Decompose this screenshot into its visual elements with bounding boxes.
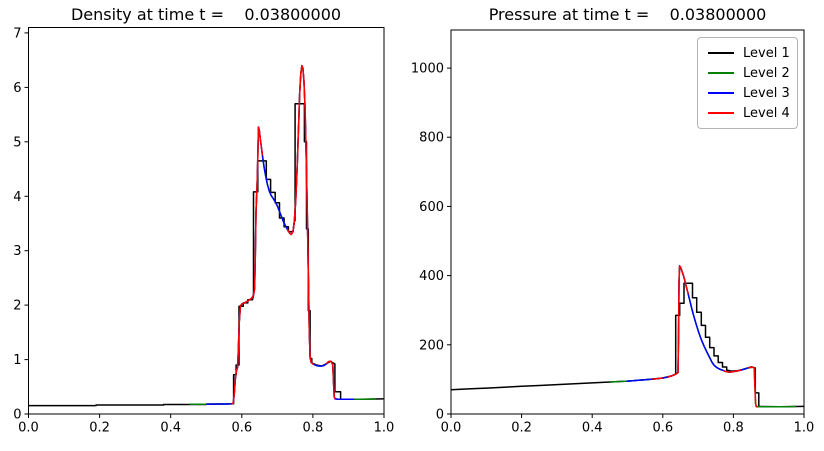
svg-text:0.4: 0.4 [582, 421, 603, 436]
svg-text:1000: 1000 [411, 62, 444, 77]
svg-text:2: 2 [13, 299, 21, 314]
svg-text:5: 5 [13, 135, 21, 150]
svg-text:0.4: 0.4 [160, 421, 181, 436]
svg-text:1.0: 1.0 [794, 421, 815, 436]
pressure-plot-title: Pressure at time t = 0.03800000 [488, 5, 767, 24]
svg-text:200: 200 [419, 338, 444, 353]
svg-text:800: 800 [419, 131, 444, 146]
svg-text:0.6: 0.6 [652, 421, 673, 436]
svg-text:400: 400 [419, 269, 444, 284]
legend-box: Level 1 Level 2 Level 3 Level 4 [697, 37, 798, 129]
svg-text:6: 6 [13, 81, 21, 96]
legend-line-level-1-icon [708, 52, 734, 54]
legend-label-level-1: Level 1 [743, 45, 790, 61]
legend-entry-level-2: Level 2 [708, 63, 797, 83]
svg-text:1.0: 1.0 [374, 421, 395, 436]
svg-text:0.2: 0.2 [89, 421, 110, 436]
legend-line-level-4-icon [708, 112, 734, 114]
svg-text:0.0: 0.0 [441, 421, 462, 436]
legend-entry-level-1: Level 1 [708, 43, 797, 63]
svg-text:0.0: 0.0 [18, 421, 39, 436]
svg-text:1: 1 [13, 353, 21, 368]
svg-text:0.8: 0.8 [723, 421, 744, 436]
svg-text:0.8: 0.8 [303, 421, 324, 436]
svg-text:0: 0 [13, 408, 21, 423]
legend-line-level-3-icon [708, 92, 734, 94]
legend-line-level-2-icon [708, 72, 734, 74]
density-plot-title: Density at time t = 0.03800000 [70, 5, 342, 24]
legend-label-level-4: Level 4 [743, 105, 790, 121]
svg-text:0: 0 [436, 408, 444, 423]
svg-text:600: 600 [419, 200, 444, 215]
legend-entry-level-3: Level 3 [708, 83, 797, 103]
svg-text:3: 3 [13, 244, 21, 259]
svg-text:4: 4 [13, 190, 21, 205]
svg-text:7: 7 [13, 26, 21, 41]
legend-entry-level-4: Level 4 [708, 103, 797, 123]
legend-label-level-2: Level 2 [743, 65, 790, 81]
svg-text:0.6: 0.6 [231, 421, 252, 436]
svg-text:0.2: 0.2 [511, 421, 532, 436]
legend-label-level-3: Level 3 [743, 85, 790, 101]
